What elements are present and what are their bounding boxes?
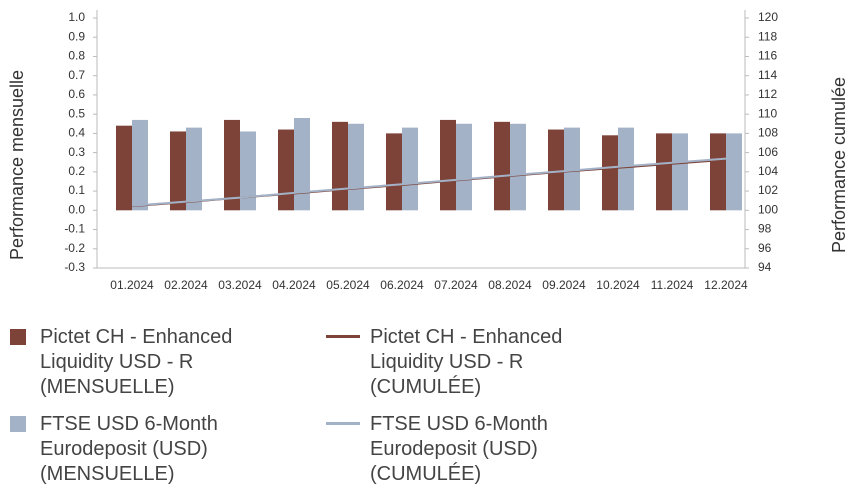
y-tick-label: 0.0: [68, 202, 85, 216]
y2-tick-label: 106: [758, 145, 778, 159]
bar: [510, 123, 526, 211]
y2-tick-label: 114: [758, 68, 777, 82]
legend-swatch: [326, 335, 360, 338]
y-tick-label: 0.7: [68, 68, 85, 82]
y-tick-label: 0.4: [68, 126, 85, 140]
y-tick-label: -0.3: [64, 260, 85, 274]
y2-tick-label: 100: [758, 202, 778, 216]
y2-tick-label: 116: [758, 49, 777, 63]
y-tick-label: 0.6: [68, 87, 85, 101]
bar: [548, 129, 564, 211]
legend-swatch: [10, 416, 26, 432]
y2-tick-label: 104: [758, 164, 778, 178]
legend-label: FTSE USD 6-Month Eurodeposit (USD) (CUMU…: [370, 413, 548, 485]
bar: [440, 119, 456, 211]
y-tick-label: 0.9: [68, 29, 85, 43]
bar: [224, 119, 240, 211]
bar: [294, 118, 310, 211]
bar: [402, 127, 418, 211]
bar: [672, 133, 688, 211]
y2-tick-label: 94: [758, 260, 772, 274]
y-tick-label: 1.0: [68, 10, 85, 24]
x-tick-label: 07.2024: [434, 278, 478, 292]
legend-label: Pictet CH - Enhanced Liquidity USD - R (…: [370, 326, 563, 398]
x-tick-label: 12.2024: [704, 278, 748, 292]
bar: [386, 133, 402, 211]
bar: [186, 127, 202, 211]
x-tick-label: 08.2024: [488, 278, 532, 292]
bar: [170, 131, 186, 211]
x-tick-label: 04.2024: [272, 278, 316, 292]
legend-label: FTSE USD 6-Month Eurodeposit (USD) (MENS…: [40, 413, 218, 485]
bar: [710, 133, 726, 211]
y2-axis-label: Performance cumulée: [829, 77, 849, 253]
bar: [494, 121, 510, 211]
y-axis-label: Performance mensuelle: [7, 70, 27, 260]
x-tick-label: 02.2024: [164, 278, 208, 292]
legend-swatch: [10, 329, 26, 345]
y2-tick-label: 118: [758, 29, 777, 43]
y2-tick-label: 108: [758, 126, 778, 140]
bar: [656, 133, 672, 211]
chart: Performance mensuelle Performance cumulé…: [7, 10, 849, 292]
bar: [456, 123, 472, 211]
x-tick-label: 05.2024: [326, 278, 370, 292]
y2-tick-label: 102: [758, 183, 778, 197]
bar: [618, 127, 634, 211]
y-tick-label: 0.8: [68, 49, 85, 63]
bar: [348, 123, 364, 211]
x-tick-label: 06.2024: [380, 278, 424, 292]
x-tick-label: 01.2024: [110, 278, 154, 292]
x-tick-label: 03.2024: [218, 278, 262, 292]
y2-tick-label: 120: [758, 10, 778, 24]
bar: [726, 133, 742, 211]
y-tick-label: 0.1: [68, 183, 85, 197]
y-tick-label: 0.3: [68, 145, 85, 159]
bar: [564, 127, 580, 211]
y2-tick-label: 112: [758, 87, 777, 101]
y2-tick-label: 98: [758, 222, 772, 236]
legend-label: Pictet CH - Enhanced Liquidity USD - R (…: [40, 326, 233, 398]
x-tick-label: 10.2024: [596, 278, 640, 292]
bar: [132, 119, 148, 211]
bar: [602, 135, 618, 211]
x-tick-label: 11.2024: [651, 278, 694, 292]
bar: [332, 121, 348, 211]
bar: [278, 129, 294, 211]
y-tick-label: 0.2: [68, 164, 85, 178]
y2-tick-label: 96: [758, 241, 772, 255]
legend-swatch: [326, 422, 360, 425]
bar: [240, 131, 256, 211]
x-tick-label: 09.2024: [542, 278, 586, 292]
y-tick-label: -0.1: [64, 222, 85, 236]
bar: [116, 125, 132, 211]
y-tick-label: 0.5: [68, 106, 85, 120]
y-tick-label: -0.2: [64, 241, 85, 255]
y2-tick-label: 110: [758, 106, 777, 120]
line: [131, 157, 727, 207]
